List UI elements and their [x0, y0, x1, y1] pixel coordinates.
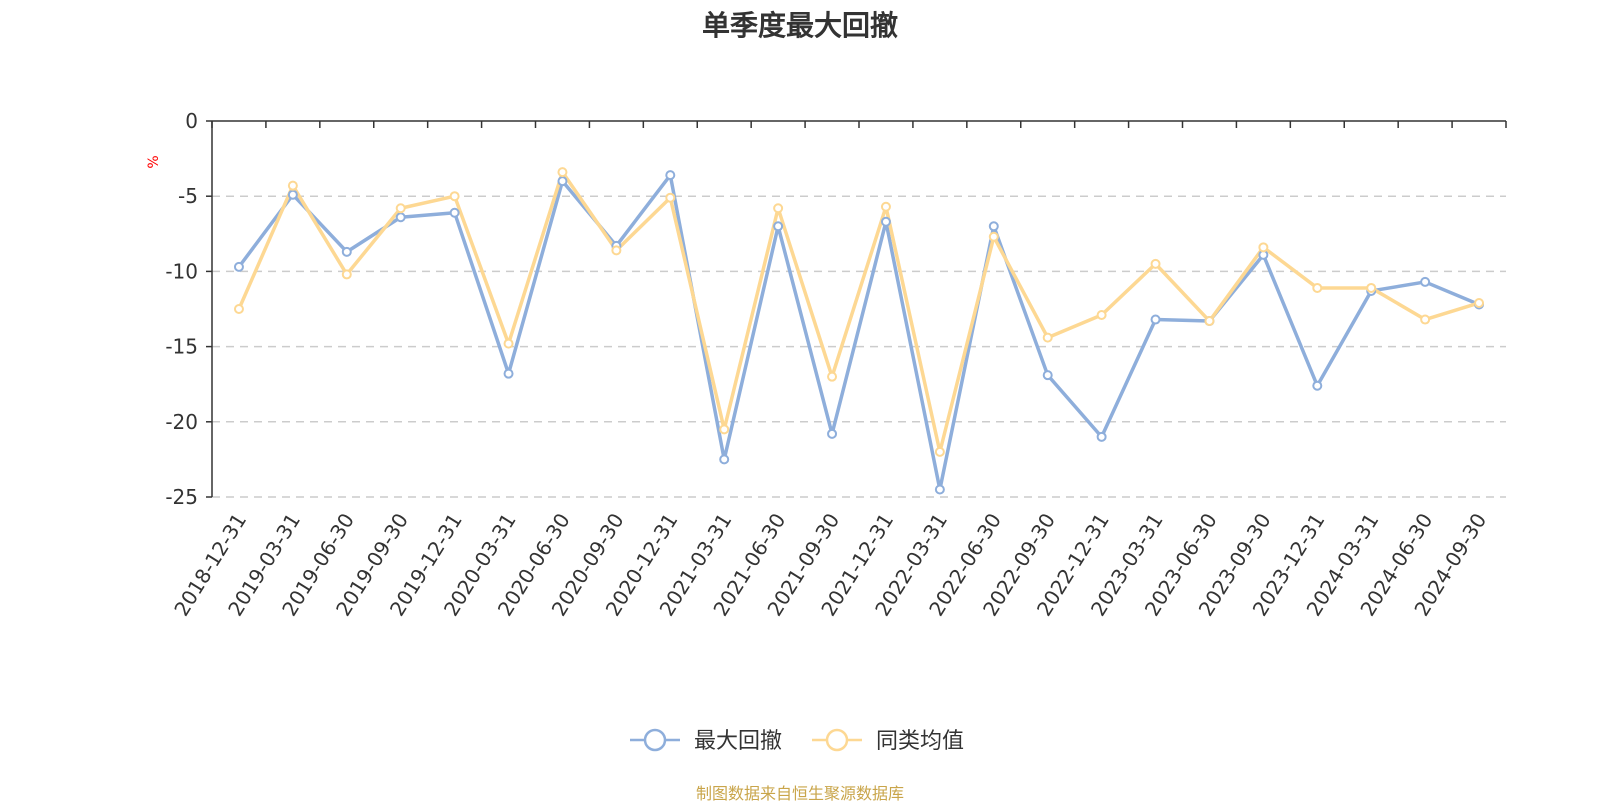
source-note: 制图数据来自恒生聚源数据库	[695, 784, 904, 803]
legend-label: 最大回撤	[694, 729, 782, 754]
data-point-series-1	[395, 212, 406, 223]
y-tick-label: -25	[165, 485, 198, 509]
axes: 0-5-10-15-20-25%2018-12-312019-03-312019…	[146, 109, 1507, 620]
data-point-series-2	[233, 304, 244, 314]
series-line-2	[237, 170, 1480, 454]
data-point-series-2	[557, 167, 568, 178]
data-point-series-1	[1420, 276, 1431, 287]
y-axis-unit-label: %	[146, 155, 162, 168]
data-point-series-1	[1312, 380, 1323, 391]
data-point-series-2	[1150, 258, 1161, 269]
data-point-series-2	[719, 424, 730, 435]
y-tick-label: -5	[178, 184, 198, 208]
data-point-series-1	[880, 216, 891, 227]
data-point-series-1	[341, 246, 352, 257]
data-point-series-1	[503, 368, 514, 379]
data-point-series-2	[1204, 316, 1215, 327]
data-point-series-1	[233, 261, 244, 272]
legend[interactable]: 最大回撤 同类均值	[630, 728, 964, 754]
data-point-series-2	[287, 180, 298, 191]
data-point-series-1	[287, 189, 298, 200]
data-point-series-1	[557, 176, 568, 187]
data-point-series-1	[827, 428, 838, 439]
data-point-series-2	[1096, 310, 1107, 321]
data-point-series-2	[880, 201, 891, 212]
legend-marker-icon	[643, 728, 667, 752]
data-point-series-1	[665, 170, 676, 181]
data-point-series-2	[503, 338, 514, 349]
data-point-series-2	[341, 269, 352, 280]
data-point-series-2	[1258, 242, 1269, 253]
legend-item-2[interactable]: 同类均值	[812, 728, 964, 754]
data-point-series-2	[988, 231, 999, 242]
data-point-series-1	[934, 484, 945, 495]
data-point-series-2	[1366, 282, 1377, 293]
line-chart: 0-5-10-15-20-25%2018-12-312019-03-312019…	[146, 109, 1507, 754]
y-tick-label: -15	[165, 335, 198, 359]
data-point-series-2	[934, 446, 945, 457]
data-point-series-2	[827, 371, 838, 382]
data-point-series-2	[665, 192, 676, 203]
chart-title: 单季度最大回撤	[701, 9, 898, 42]
data-point-series-2	[1312, 282, 1323, 293]
grid-lines	[212, 195, 1506, 498]
legend-label: 同类均值	[876, 729, 964, 754]
data-point-series-2	[449, 191, 460, 202]
data-point-series-1	[773, 221, 784, 232]
series-lines	[233, 167, 1485, 495]
data-point-series-2	[611, 245, 622, 256]
data-point-series-1	[988, 221, 999, 232]
data-point-series-1	[719, 454, 730, 465]
data-point-series-2	[1474, 297, 1485, 308]
data-point-series-1	[1096, 431, 1107, 442]
data-point-series-1	[449, 207, 460, 218]
series-line-1	[237, 173, 1480, 492]
y-tick-label: 0	[185, 109, 198, 133]
y-tick-label: -10	[165, 259, 198, 283]
data-point-series-2	[1420, 314, 1431, 325]
data-point-series-2	[773, 203, 784, 214]
legend-marker-icon	[825, 728, 849, 752]
data-point-series-1	[1042, 370, 1053, 381]
data-point-series-2	[1042, 332, 1053, 343]
y-tick-label: -20	[165, 410, 198, 434]
data-point-series-2	[395, 203, 406, 214]
data-point-series-1	[1150, 314, 1161, 325]
legend-item-1[interactable]: 最大回撤	[630, 728, 782, 754]
